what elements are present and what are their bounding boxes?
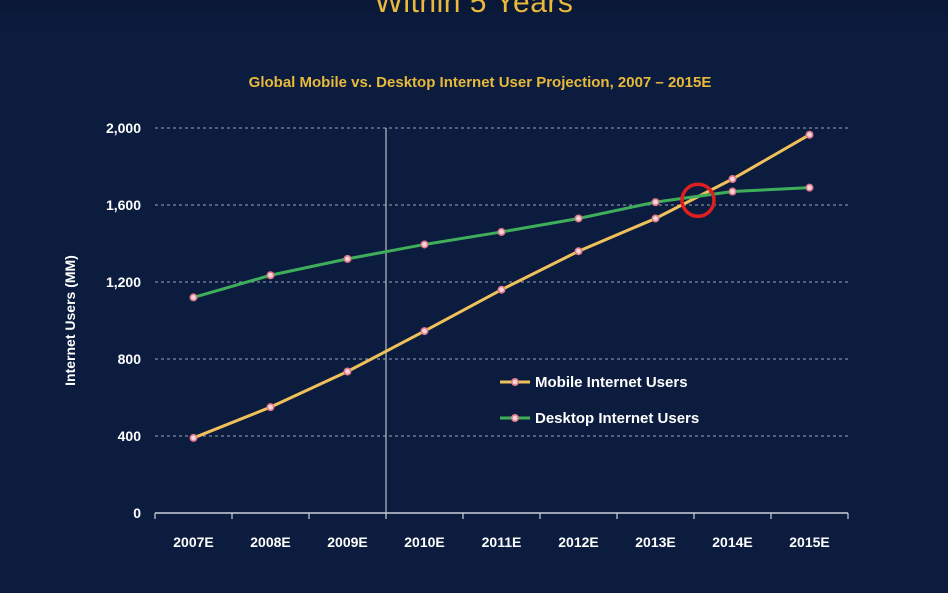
mobile-series-point-2009E — [343, 367, 352, 376]
mobile-series-point-2011E — [497, 285, 506, 294]
mobile-series-point-2015E — [805, 130, 814, 139]
slide-background — [0, 40, 948, 593]
y-axis-title: Internet Users (MM) — [62, 255, 78, 386]
x-tick-label-2007E: 2007E — [173, 534, 213, 550]
x-tick-label-2009E: 2009E — [327, 534, 367, 550]
mobile-series-point-2008E — [266, 403, 275, 412]
desktop-series-point-2015E — [805, 183, 814, 192]
y-tick-label-0: 0 — [133, 505, 141, 521]
desktop-series-line — [193, 186, 810, 299]
y-tick-label-800: 800 — [118, 351, 142, 367]
page-title: Within 5 Years — [374, 0, 574, 19]
legend-desktop-swatch-marker — [510, 413, 519, 422]
legend-mobile-swatch-marker — [510, 377, 519, 386]
crossover-highlight-circle — [680, 182, 716, 219]
mobile-series-point-2014E — [728, 175, 737, 184]
mobile-series-point-2010E — [420, 327, 429, 336]
x-tick-label-2010E: 2010E — [404, 534, 444, 550]
header-band — [0, 0, 948, 40]
legend-desktop-label: Desktop Internet Users — [535, 410, 699, 427]
desktop-series-point-2014E — [728, 187, 737, 196]
desktop-series-point-2013E — [651, 198, 660, 207]
y-tick-label-400: 400 — [118, 428, 142, 444]
x-tick-label-2013E: 2013E — [635, 534, 675, 550]
desktop-series-point-2010E — [420, 240, 429, 249]
y-tick-label-1200: 1,200 — [106, 274, 141, 290]
mobile-series-point-2007E — [189, 433, 198, 442]
y-tick-label-2000: 2,000 — [106, 120, 141, 136]
y-tick-label-1600: 1,600 — [106, 197, 141, 213]
desktop-series-point-2009E — [343, 254, 352, 263]
mobile-series-point-2013E — [651, 214, 660, 223]
x-tick-label-2015E: 2015E — [789, 534, 829, 550]
legend-mobile-label: Mobile Internet Users — [535, 374, 688, 391]
desktop-series-point-2008E — [266, 271, 275, 280]
x-tick-label-2012E: 2012E — [558, 534, 598, 550]
mobile-series-point-2012E — [574, 247, 583, 256]
desktop-series-point-2007E — [189, 293, 198, 302]
desktop-series-point-2011E — [497, 227, 506, 236]
x-tick-label-2014E: 2014E — [712, 534, 752, 550]
chart-title: Global Mobile vs. Desktop Internet User … — [248, 74, 712, 91]
desktop-series-point-2012E — [574, 214, 583, 223]
x-tick-label-2011E: 2011E — [482, 534, 522, 550]
x-tick-label-2008E: 2008E — [250, 534, 290, 550]
